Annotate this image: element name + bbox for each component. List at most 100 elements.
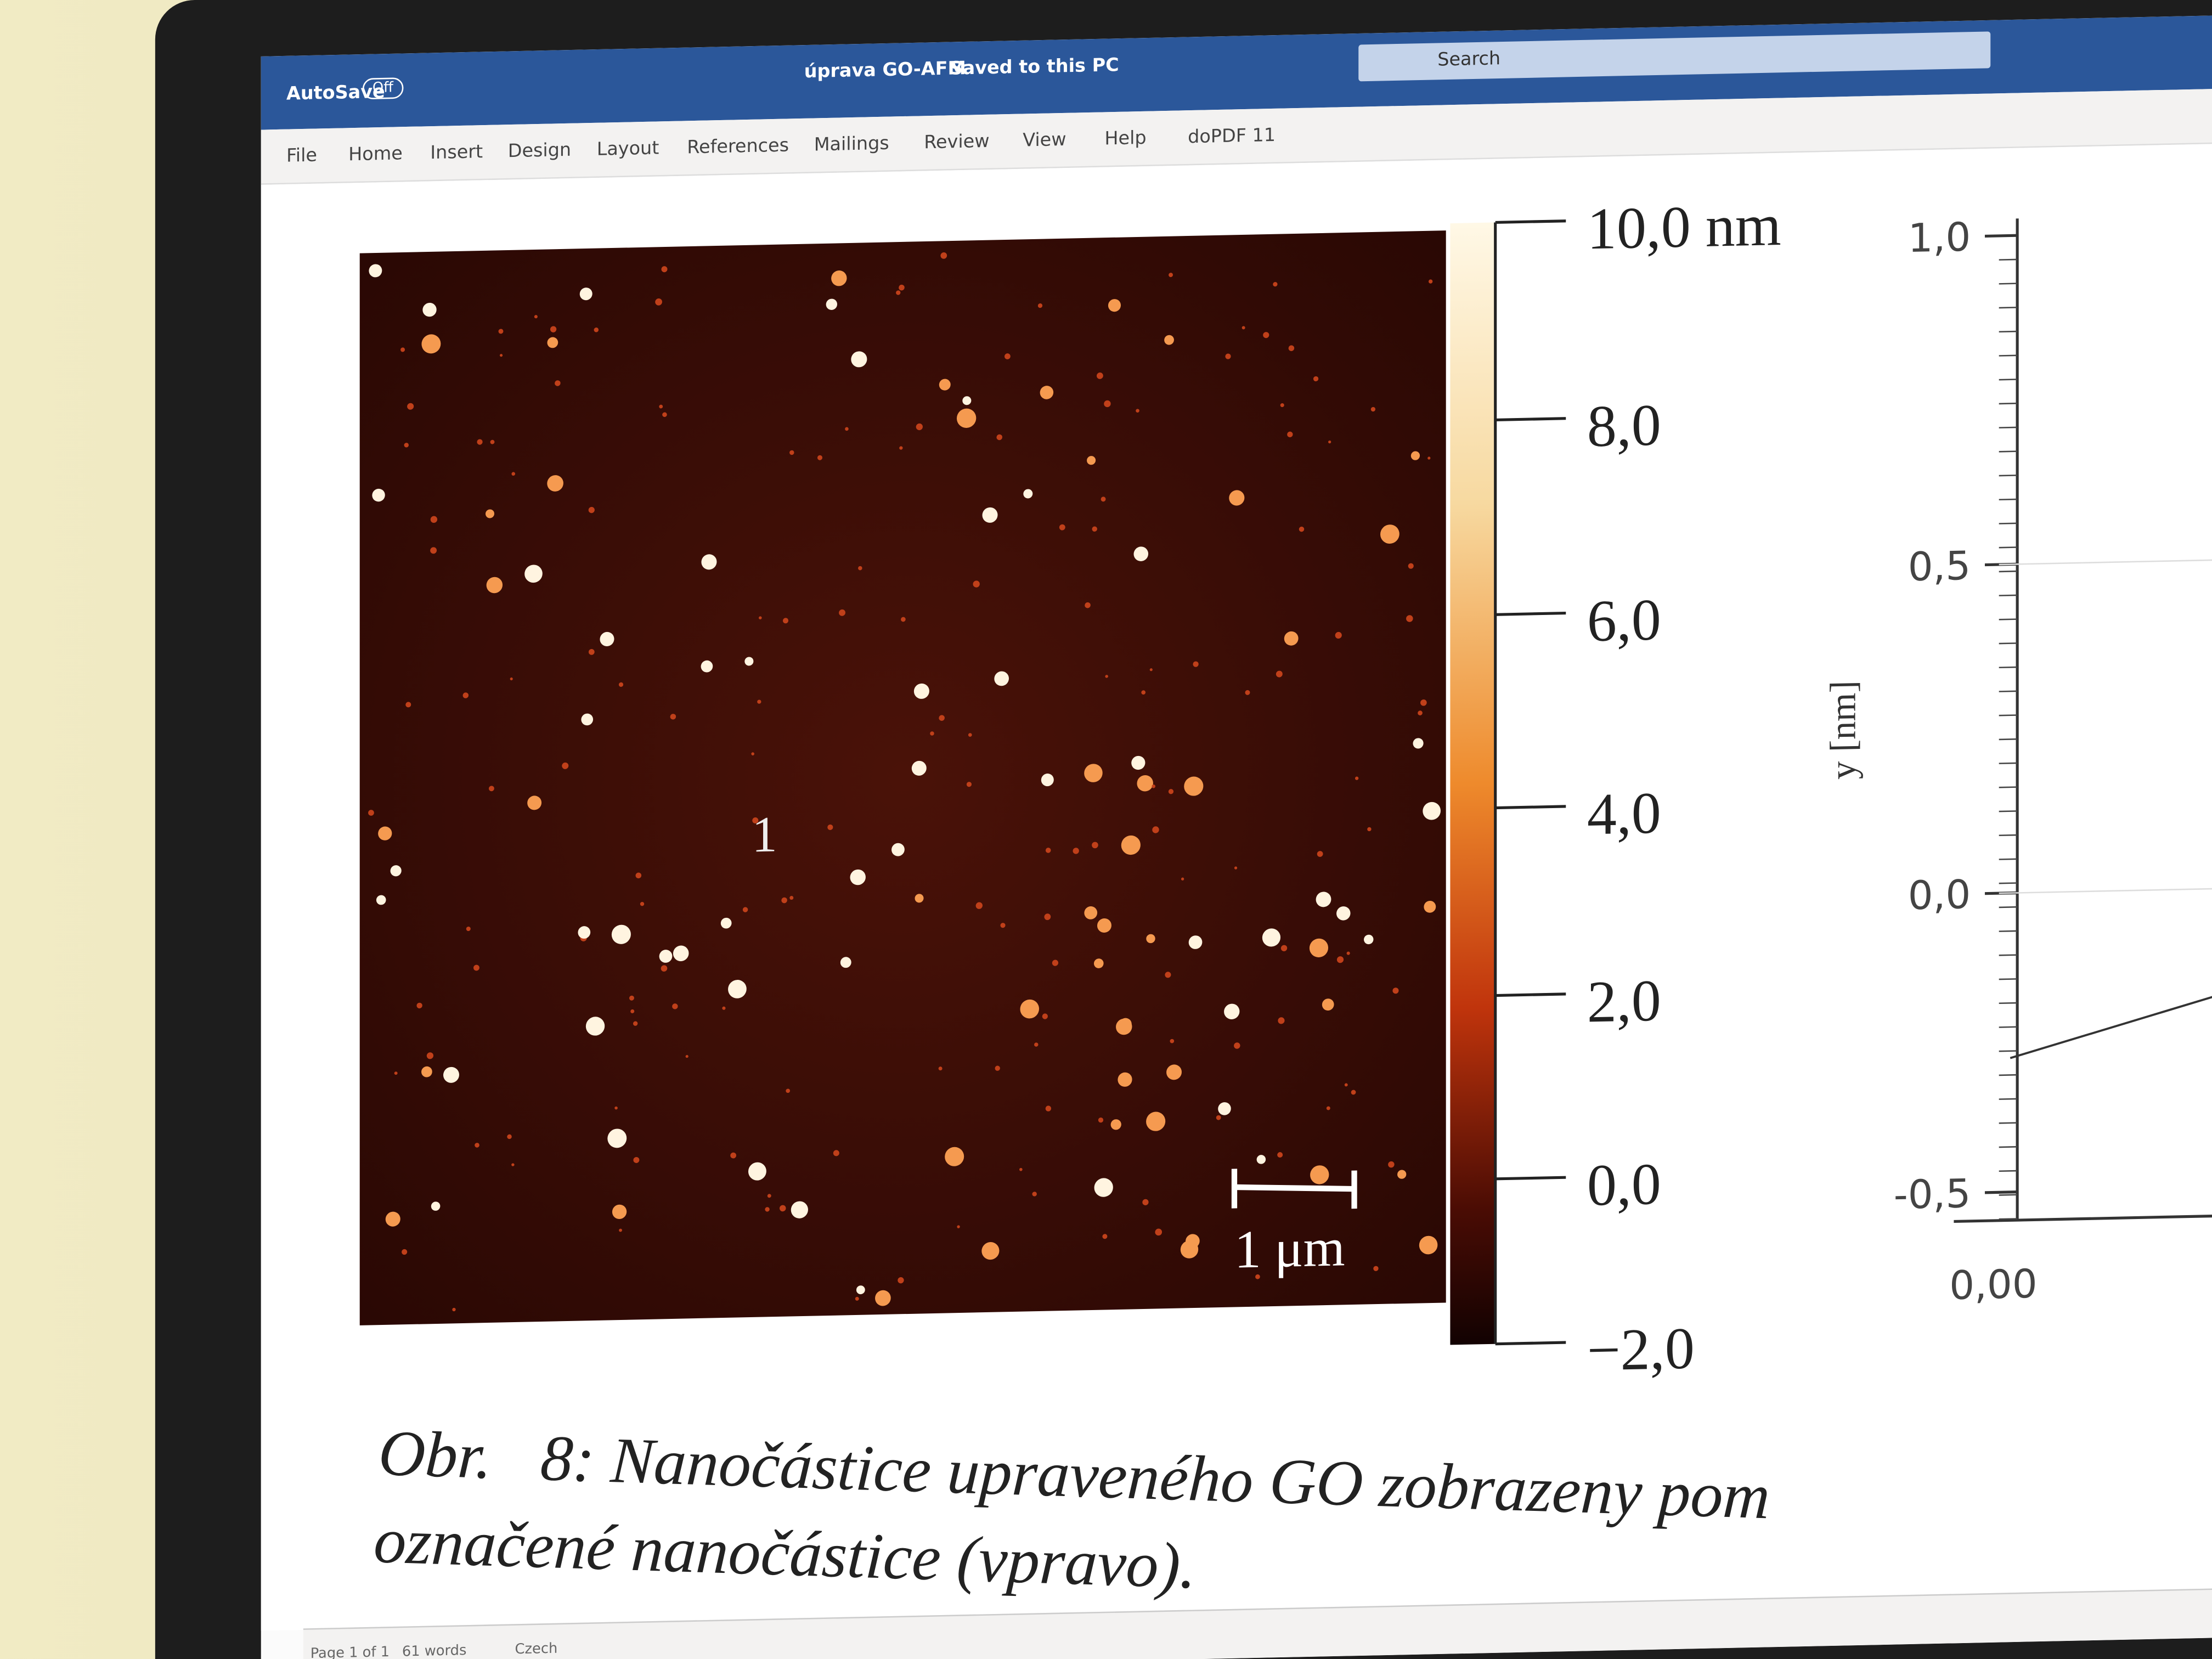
- document-page: 10,0 nm 8,0 6,0 4,0 2,0 0,0 −2,0 1,0 0,5 0,0 -0,5…: [261, 143, 2212, 1631]
- particle: [982, 507, 998, 523]
- particle: [1273, 281, 1278, 287]
- particle: [1255, 1274, 1260, 1279]
- ribbon-tab[interactable]: File: [286, 145, 317, 168]
- particle: [661, 266, 668, 273]
- colorbar-tick-label: 4,0: [1587, 781, 1661, 848]
- particle: [1328, 440, 1331, 444]
- ribbon-tab[interactable]: Design: [507, 140, 572, 163]
- particle: [1133, 546, 1149, 561]
- particle: [898, 1277, 904, 1284]
- particle: [728, 980, 747, 998]
- scale-bar-label: 1 μm: [1234, 1218, 1345, 1279]
- profile-line: [2010, 989, 2212, 1059]
- particle: [629, 995, 634, 1001]
- particle: [975, 902, 983, 909]
- colorbar-tick: [1495, 612, 1566, 616]
- plot-minor-tick: [1999, 1218, 2018, 1220]
- ribbon-tab[interactable]: Home: [348, 144, 403, 166]
- colorbar: [1450, 222, 1496, 1345]
- particle: [1149, 668, 1153, 672]
- particle: [473, 964, 479, 971]
- particle: [789, 450, 794, 455]
- particle: [1085, 602, 1091, 608]
- particle: [833, 1150, 839, 1156]
- particle: [911, 760, 927, 776]
- ribbon-tab[interactable]: References: [687, 136, 789, 159]
- particle: [1263, 332, 1269, 338]
- particle: [1346, 951, 1350, 955]
- particle: [826, 298, 838, 310]
- particle: [1093, 958, 1104, 968]
- particle: [1287, 431, 1293, 438]
- particle: [1087, 456, 1096, 465]
- particle: [1170, 1039, 1175, 1043]
- particle: [850, 869, 866, 885]
- particle: [1168, 789, 1174, 794]
- colorbar-tick: [1495, 1341, 1566, 1346]
- plot-y-tick-label: 0,0: [1908, 871, 1971, 918]
- plot-minor-tick: [1999, 1026, 2018, 1028]
- ribbon-tab[interactable]: Help: [1104, 128, 1147, 150]
- search-placeholder: Search: [1437, 48, 1501, 71]
- particle: [1216, 1115, 1221, 1120]
- search-box[interactable]: Search: [1358, 31, 1991, 82]
- ribbon-tab[interactable]: Insert: [430, 142, 483, 165]
- language[interactable]: Czech: [515, 1641, 558, 1658]
- particle: [633, 1021, 638, 1026]
- particle: [369, 264, 382, 278]
- ribbon-tab[interactable]: doPDF 11: [1188, 125, 1276, 149]
- particle: [759, 616, 762, 619]
- particle: [422, 302, 437, 317]
- particle: [1424, 900, 1436, 913]
- ribbon-tab[interactable]: Mailings: [814, 133, 889, 156]
- particle: [1152, 826, 1159, 833]
- colorbar-tick: [1495, 417, 1566, 422]
- particle: [839, 609, 845, 616]
- particle: [672, 1003, 678, 1009]
- particle: [840, 957, 851, 968]
- particle: [789, 896, 794, 900]
- particle: [1427, 456, 1431, 460]
- particle: [915, 894, 924, 903]
- particle: [1000, 923, 1006, 928]
- particle: [1277, 1152, 1283, 1158]
- particle: [1234, 1042, 1240, 1049]
- ribbon-tab[interactable]: View: [1023, 129, 1066, 152]
- particle: [547, 337, 558, 348]
- particle: [635, 872, 642, 879]
- particle: [405, 702, 411, 708]
- particle: [607, 1128, 627, 1148]
- particle: [939, 379, 951, 391]
- colorbar-tick: [1495, 1176, 1566, 1181]
- particle: [430, 516, 438, 523]
- word-count[interactable]: 61 words: [402, 1643, 467, 1659]
- particle: [1096, 373, 1103, 379]
- particle: [1335, 631, 1342, 639]
- particle: [1020, 999, 1040, 1019]
- particle: [486, 509, 495, 518]
- ribbon-tab[interactable]: Layout: [596, 138, 659, 161]
- particle: [581, 713, 594, 726]
- save-status: Saved to this PC: [949, 55, 1119, 80]
- particle: [1152, 784, 1155, 788]
- particle: [1142, 1199, 1149, 1205]
- particle: [1256, 1155, 1266, 1164]
- particle: [901, 617, 906, 622]
- particle: [1410, 451, 1420, 460]
- plot-minor-tick: [1999, 546, 2018, 549]
- plot-minor-tick: [1999, 738, 2018, 741]
- ribbon-tab[interactable]: Review: [924, 131, 990, 154]
- particle: [1367, 827, 1372, 832]
- autosave-toggle[interactable]: Off: [362, 77, 403, 100]
- plot-minor-tick: [1999, 618, 2018, 620]
- plot-minor-tick: [1999, 834, 2018, 837]
- plot-minor-tick: [1999, 786, 2018, 788]
- colorbar-tick-label: −2,0: [1587, 1316, 1695, 1384]
- particle: [670, 714, 676, 720]
- particle: [1316, 891, 1331, 907]
- particle: [1110, 1119, 1121, 1130]
- particle: [1428, 279, 1433, 284]
- particle: [640, 901, 645, 906]
- particle-marker: 1: [752, 806, 777, 863]
